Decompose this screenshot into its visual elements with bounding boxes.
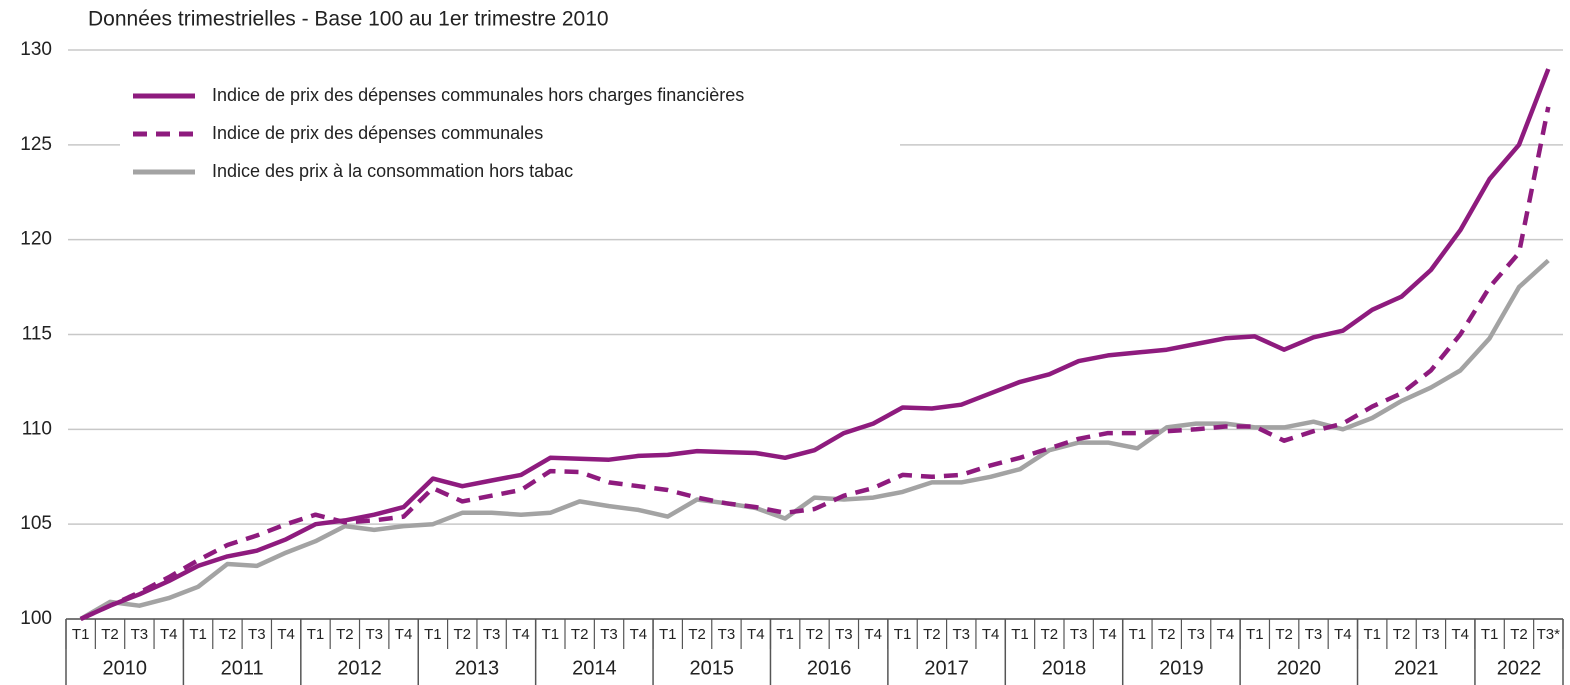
x-tick-label: T4 <box>1217 626 1235 643</box>
x-tick-label: T2 <box>219 626 237 643</box>
x-tick-label: T4 <box>1099 626 1117 643</box>
legend-label: Indice de prix des dépenses communales <box>212 123 543 143</box>
group-label: 2015 <box>690 657 735 679</box>
series-line <box>79 68 1551 622</box>
x-tick-label: T4 <box>1334 626 1352 643</box>
group-label: 2011 <box>221 657 264 679</box>
y-tick-label: 120 <box>20 229 52 250</box>
x-tick-label: T1 <box>1246 626 1264 643</box>
x-tick-label: T3* <box>1537 626 1561 643</box>
x-tick-label: T4 <box>277 626 295 643</box>
x-tick-label: T4 <box>630 626 648 643</box>
x-tick-label: T2 <box>571 626 589 643</box>
legend-label: Indice de prix des dépenses communales h… <box>212 85 744 105</box>
x-tick-label: T1 <box>1363 626 1381 643</box>
x-tick-label: T3 <box>1422 626 1440 643</box>
group-label: 2019 <box>1159 657 1204 679</box>
x-tick-label: T3 <box>483 626 501 643</box>
x-tick-label: T4 <box>395 626 413 643</box>
x-tick-label: T1 <box>659 626 677 643</box>
x-tick-label: T1 <box>1481 626 1499 643</box>
legend-label: Indice des prix à la consommation hors t… <box>212 161 573 181</box>
x-tick-label: T2 <box>1158 626 1176 643</box>
x-tick-label: T4 <box>512 626 530 643</box>
group-label: 2014 <box>572 657 617 679</box>
x-tick-label: T1 <box>424 626 442 643</box>
x-tick-label: T4 <box>747 626 765 643</box>
y-tick-label: 110 <box>22 418 52 439</box>
y-tick-label: 100 <box>20 608 52 629</box>
x-tick-label: T2 <box>1510 626 1528 643</box>
x-tick-label: T3 <box>1070 626 1088 643</box>
group-label: 2020 <box>1277 657 1322 679</box>
x-tick-label: T4 <box>1452 626 1470 643</box>
x-tick-label: T3 <box>600 626 618 643</box>
x-tick-label: T1 <box>894 626 912 643</box>
x-tick-label: T2 <box>1275 626 1293 643</box>
x-tick-label: T4 <box>864 626 882 643</box>
series-line <box>79 106 1551 622</box>
x-tick-label: T4 <box>160 626 178 643</box>
x-tick-label: T1 <box>189 626 207 643</box>
x-tick-label: T2 <box>688 626 706 643</box>
x-tick-label: T1 <box>542 626 560 643</box>
group-label: 2018 <box>1042 657 1087 679</box>
x-tick-label: T3 <box>1305 626 1323 643</box>
y-tick-label: 125 <box>20 134 52 155</box>
x-tick-label: T1 <box>776 626 794 643</box>
y-tick-label: 115 <box>22 324 52 345</box>
x-tick-label: T1 <box>307 626 325 643</box>
x-tick-label: T4 <box>982 626 1000 643</box>
x-tick-label: T3 <box>1187 626 1205 643</box>
x-tick-label: T3 <box>718 626 736 643</box>
legend-bg <box>120 78 900 190</box>
chart-title: Données trimestrielles - Base 100 au 1er… <box>88 8 609 31</box>
x-tick-label: T2 <box>1041 626 1059 643</box>
x-tick-label: T3 <box>131 626 149 643</box>
x-tick-label: T3 <box>835 626 853 643</box>
x-tick-label: T2 <box>923 626 941 643</box>
group-label: 2022 <box>1497 657 1542 679</box>
x-tick-label: T1 <box>1011 626 1029 643</box>
group-label: 2012 <box>337 657 382 679</box>
x-tick-label: T2 <box>454 626 472 643</box>
group-label: 2021 <box>1394 657 1439 679</box>
group-label: 2013 <box>455 657 500 679</box>
x-tick-label: T1 <box>1129 626 1147 643</box>
x-tick-label: T2 <box>1393 626 1411 643</box>
group-label: 2010 <box>102 657 147 679</box>
x-tick-label: T3 <box>365 626 383 643</box>
y-tick-label: 130 <box>20 39 52 60</box>
y-tick-label: 105 <box>20 513 52 534</box>
group-label: 2016 <box>807 657 852 679</box>
x-tick-label: T2 <box>336 626 354 643</box>
x-tick-label: T3 <box>953 626 971 643</box>
x-tick-label: T1 <box>72 626 90 643</box>
x-tick-label: T2 <box>101 626 119 643</box>
series-line <box>79 258 1550 621</box>
x-tick-label: T3 <box>248 626 266 643</box>
group-label: 2017 <box>924 657 969 679</box>
x-tick-label: T2 <box>806 626 824 643</box>
